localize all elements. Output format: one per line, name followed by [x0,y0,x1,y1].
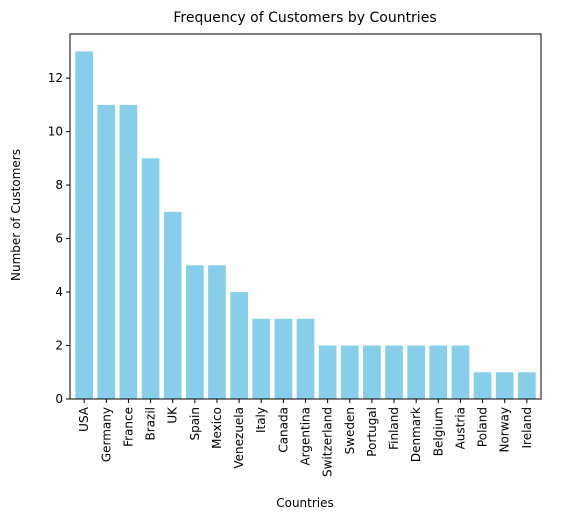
bar-portugal [363,345,381,399]
x-tick-label: Portugal [365,407,379,457]
y-tick-label: 4 [55,285,63,299]
x-tick-label: Finland [387,407,401,450]
x-tick-label: Belgium [431,407,445,456]
x-tick-label: Canada [276,407,290,453]
x-tick-label: Denmark [409,407,423,462]
bar-uk [163,211,182,399]
x-tick-label: Ireland [520,407,534,449]
y-tick-label: 10 [48,125,63,139]
y-axis-label: Number of Customers [9,149,23,281]
x-tick-label: Argentina [299,407,313,466]
plot-frame [69,33,542,400]
chart-title: Frequency of Customers by Countries [173,10,436,26]
bar-austria [451,345,470,399]
x-tick-label: Poland [476,407,490,447]
y-tick-label: 6 [55,232,63,246]
x-tick-label: France [121,407,135,447]
y-axis-ticks: 0 2 4 6 8 10 12 [48,71,70,406]
x-tick-label: USA [77,406,91,432]
bar-usa [75,51,94,399]
bar-poland [473,372,492,399]
x-tick-label: Brazil [144,407,158,441]
y-tick-label: 8 [55,178,63,192]
x-tick-label: Venezuela [232,407,246,469]
bar-belgium [429,345,448,399]
x-tick-label: UK [166,406,180,424]
bar-italy [252,318,271,399]
y-tick-label: 0 [55,392,63,406]
x-tick-label: Germany [99,407,113,462]
x-tick-label: Sweden [343,407,357,454]
x-axis-label: Countries [276,496,334,510]
bar-denmark [407,345,426,399]
bar-norway [495,372,514,399]
bar-switzerland [318,345,337,399]
bar-brazil [141,158,160,399]
bar-spain [185,265,204,399]
bar-sweden [340,345,359,399]
y-tick-label: 2 [55,339,63,353]
bars-group [75,51,536,400]
bar-venezuela [230,292,248,399]
bar-ireland [517,372,536,399]
bar-argentina [296,318,315,399]
x-axis-ticks: USA Germany France Brazil UK Spain Mexico Venez… [77,399,534,477]
x-tick-label: Norway [498,407,512,453]
y-tick-label: 12 [48,71,63,85]
bar-canada [274,318,293,399]
bar-germany [97,104,116,400]
x-tick-label: Austria [453,407,467,449]
bar-finland [385,345,403,399]
bar-mexico [208,265,226,399]
x-tick-label: Switzerland [321,407,335,477]
x-tick-label: Italy [254,407,268,433]
x-tick-label: Spain [188,407,202,441]
bar-france [119,104,138,400]
x-tick-label: Mexico [210,407,224,449]
